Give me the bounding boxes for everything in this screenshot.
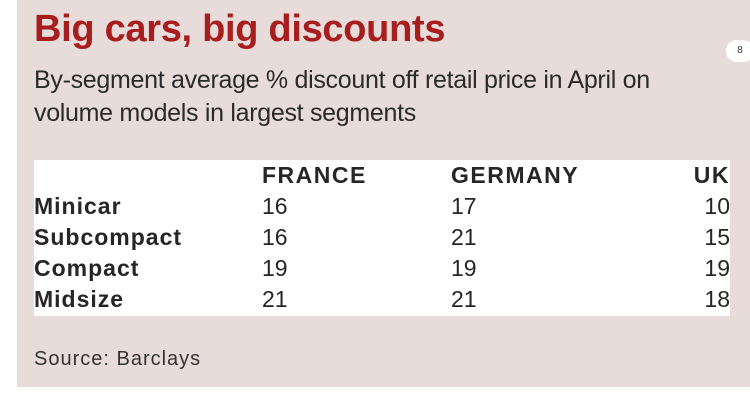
value-cell-germany: 17 <box>451 193 477 219</box>
table-row: Minicar 16 17 10 <box>34 191 730 222</box>
chart-title: Big cars, big discounts <box>34 8 446 50</box>
column-header-france: FRANCE <box>262 162 367 188</box>
row-label: Compact <box>34 255 140 281</box>
value-cell-germany: 21 <box>451 286 477 312</box>
source-note: Source: Barclays <box>34 348 202 370</box>
row-label: Minicar <box>34 193 122 219</box>
value-cell-germany: 19 <box>451 255 477 281</box>
table-row: Subcompact 16 21 15 <box>34 222 730 253</box>
value-cell-france: 21 <box>262 286 288 312</box>
page-number-badge: 8 <box>726 40 750 62</box>
table-row: Midsize 21 21 18 <box>34 284 730 315</box>
value-cell-france: 19 <box>262 255 288 281</box>
value-cell-uk: 15 <box>704 224 730 250</box>
value-cell-uk: 10 <box>704 193 730 219</box>
value-cell-uk: 18 <box>704 286 730 312</box>
row-label: Midsize <box>34 286 125 312</box>
value-cell-france: 16 <box>262 224 288 250</box>
column-header-uk: UK <box>693 162 730 188</box>
value-cell-germany: 21 <box>451 224 477 250</box>
chart-card: Big cars, big discounts By-segment avera… <box>17 0 750 387</box>
column-header-germany: GERMANY <box>451 162 580 188</box>
table-header-row: FRANCE GERMANY UK <box>34 160 730 191</box>
chart-subtitle: By-segment average % discount off retail… <box>34 66 650 127</box>
value-cell-uk: 19 <box>704 255 730 281</box>
table-row: Compact 19 19 19 <box>34 253 730 284</box>
row-label: Subcompact <box>34 224 183 250</box>
data-table: FRANCE GERMANY UK Minicar 16 17 10 Subcompac… <box>34 160 730 316</box>
value-cell-france: 16 <box>262 193 288 219</box>
